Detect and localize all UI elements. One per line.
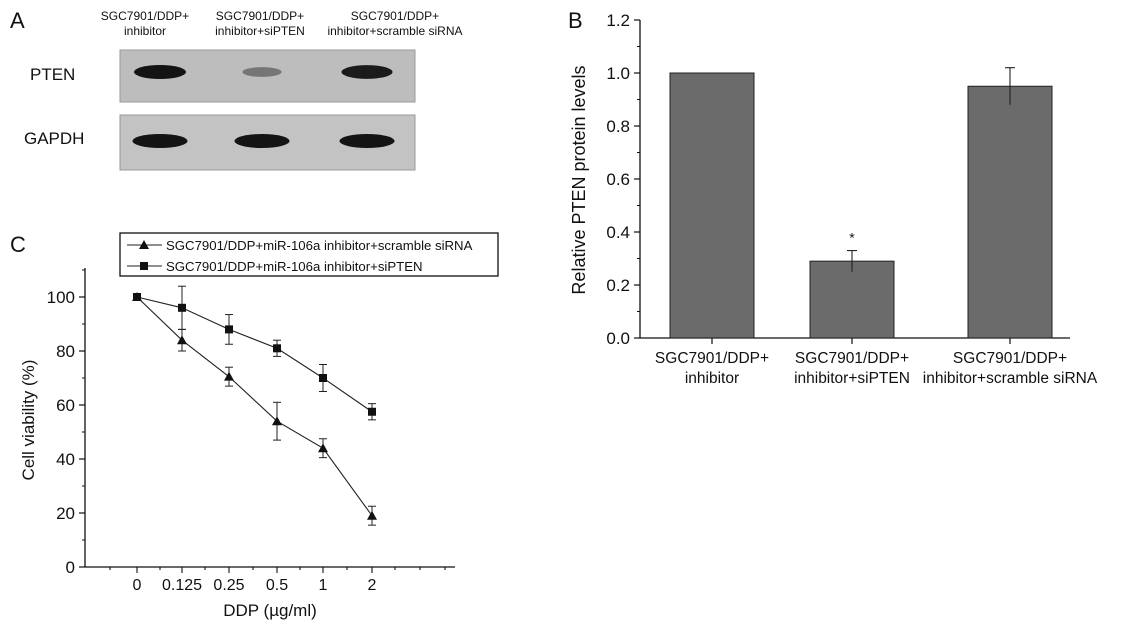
panel-b-category-label-2: SGC7901/DDP+ [795, 350, 909, 367]
panel-c-label: C [10, 232, 26, 257]
panel-b-bar-2 [809, 260, 895, 339]
panel-b-bar-3 [967, 85, 1053, 339]
blot-band-pten-lane-1 [134, 65, 186, 79]
panel-c-y-tick-label: 20 [56, 504, 75, 523]
panel-a-western-blot: A SGC7901/DDP+ inhibitor SGC7901/DDP+ in… [10, 8, 463, 171]
blot-band-pten-lane-3 [341, 65, 393, 79]
panel-c-triangle-marker [224, 371, 234, 381]
panel-c-x-tick-label: 0.5 [266, 577, 288, 594]
panel-c-x-tick-label: 0 [133, 577, 142, 594]
blot-band-pten-lane-2 [242, 67, 282, 77]
legend-box [119, 232, 499, 277]
panel-b-y-tick-label: 0.4 [606, 223, 630, 242]
panel-c-x-tick-label: 1 [319, 577, 328, 594]
panel-b-y-tick-label: 0.8 [606, 117, 630, 136]
panel-b-y-tick-label: 0.6 [606, 170, 630, 189]
blot-band-gapdh-lane-3 [339, 134, 395, 148]
panel-c-square-marker [133, 293, 141, 301]
lane-header-3-line-2: inhibitor+scramble siRNA [327, 24, 462, 38]
panel-c-y-tick-label: 80 [56, 342, 75, 361]
panel-c-square-marker [178, 303, 186, 312]
panel-c-triangle-marker [367, 510, 377, 520]
panel-b-y-axis-title: Relative PTEN protein levels [569, 65, 589, 294]
panel-b-y-tick-label: 0.0 [606, 329, 630, 348]
panel-b-category-label-1: SGC7901/DDP+ [655, 350, 769, 367]
panel-b-annotation-2: * [849, 230, 855, 246]
panel-c-triangle-marker [177, 335, 187, 345]
panel-c-square-marker [319, 374, 327, 382]
lane-header-1-line-1: SGC7901/DDP+ [101, 9, 189, 23]
panel-c-x-axis-title: DDP (µg/ml) [223, 601, 317, 620]
blot-band-gapdh-lane-2 [234, 134, 290, 148]
lane-header-1-line-2: inhibitor [124, 24, 166, 38]
panel-c-y-tick-label: 0 [66, 558, 75, 577]
panel-c-y-tick-label: 100 [47, 288, 75, 307]
legend-triangle-marker [139, 240, 149, 249]
panel-c-triangle-marker [318, 443, 328, 453]
panel-c-series-line-square [136, 296, 373, 413]
panel-c-square-marker [225, 325, 233, 334]
blot-row-label-pten: PTEN [30, 65, 75, 84]
panel-c-y-tick-label: 60 [56, 396, 75, 415]
lane-header-2-line-2: inhibitor+siPTEN [215, 24, 305, 38]
panel-b-y-tick-label: 1.0 [606, 64, 630, 83]
panel-c-series-line-triangle [136, 296, 373, 517]
panel-b-category-label-3: inhibitor+scramble siRNA [923, 370, 1098, 387]
panel-c-square-marker [368, 407, 376, 416]
lane-header-3-line-1: SGC7901/DDP+ [351, 9, 439, 23]
panel-b-y-tick-label: 1.2 [606, 11, 630, 30]
panel-b-category-label-3: SGC7901/DDP+ [953, 350, 1067, 367]
panel-c-y-axis-title: Cell viability (%) [19, 360, 38, 481]
lane-header-2-line-1: SGC7901/DDP+ [216, 9, 304, 23]
panel-b-y-tick-label: 0.2 [606, 276, 630, 295]
blot-row-label-gapdh: GAPDH [24, 129, 84, 148]
panel-c-triangle-marker [272, 416, 282, 426]
legend-square-marker [140, 262, 148, 270]
legend-entry-1: SGC7901/DDP+miR-106a inhibitor+scramble … [166, 238, 473, 253]
panel-a-label: A [10, 8, 25, 33]
panel-c-legend: SGC7901/DDP+miR-106a inhibitor+scramble … [119, 232, 499, 277]
panel-c-x-tick-label: 0.25 [213, 577, 244, 594]
legend-entry-2: SGC7901/DDP+miR-106a inhibitor+siPTEN [166, 259, 423, 274]
panel-c-square-marker [273, 344, 281, 353]
panel-c-x-tick-label: 0.125 [162, 577, 202, 594]
blot-band-gapdh-lane-1 [132, 134, 188, 148]
panel-b-bar-1 [669, 72, 755, 339]
panel-b-category-label-2: inhibitor+siPTEN [794, 370, 910, 387]
panel-b-category-label-1: inhibitor [685, 370, 739, 387]
panel-c-x-tick-label: 2 [368, 577, 377, 594]
panel-c-y-tick-label: 40 [56, 450, 75, 469]
panel-c-line-chart: C Cell viability (%) DDP (µg/ml) 0204060… [10, 232, 499, 620]
panel-b-bar-chart: B Relative PTEN protein levels 0.0 0.2 0.4… [568, 8, 1098, 387]
panel-b-label: B [568, 8, 583, 33]
